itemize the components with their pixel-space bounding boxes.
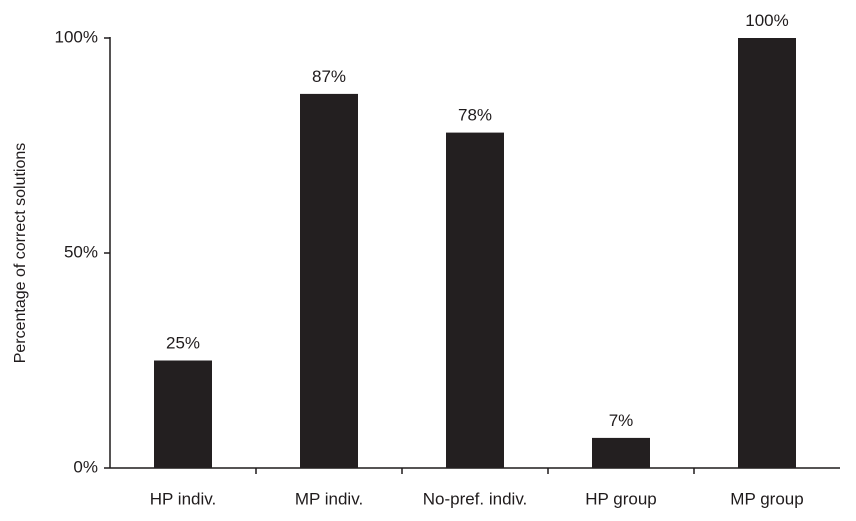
- x-tick-labels: HP indiv. MP indiv. No-pref. indiv. HP grou…: [150, 489, 804, 508]
- x-tick-label: No-pref. indiv.: [423, 489, 528, 508]
- x-tick-label: HP group: [585, 489, 657, 508]
- y-tick-label: 50%: [64, 242, 98, 261]
- bar: [300, 93, 358, 469]
- bar: [738, 38, 796, 468]
- data-label: 100%: [745, 11, 788, 30]
- y-ticks: 0% 50% 100%: [55, 27, 110, 476]
- data-label: 87%: [312, 67, 346, 86]
- bars: [154, 38, 796, 469]
- x-tick-label: HP indiv.: [150, 489, 216, 508]
- data-label: 25%: [166, 334, 200, 353]
- bar: [446, 132, 504, 468]
- data-label: 7%: [609, 411, 634, 430]
- data-labels: 25% 87% 78% 7% 100%: [166, 11, 789, 430]
- data-label: 78%: [458, 106, 492, 125]
- bar: [154, 360, 212, 468]
- y-tick-label: 0%: [73, 457, 98, 476]
- x-tick-label: MP indiv.: [295, 489, 363, 508]
- bar: [592, 437, 650, 468]
- y-axis-title: Percentage of correct solutions: [12, 143, 29, 364]
- y-tick-label: 100%: [55, 27, 98, 46]
- x-tick-label: MP group: [730, 489, 803, 508]
